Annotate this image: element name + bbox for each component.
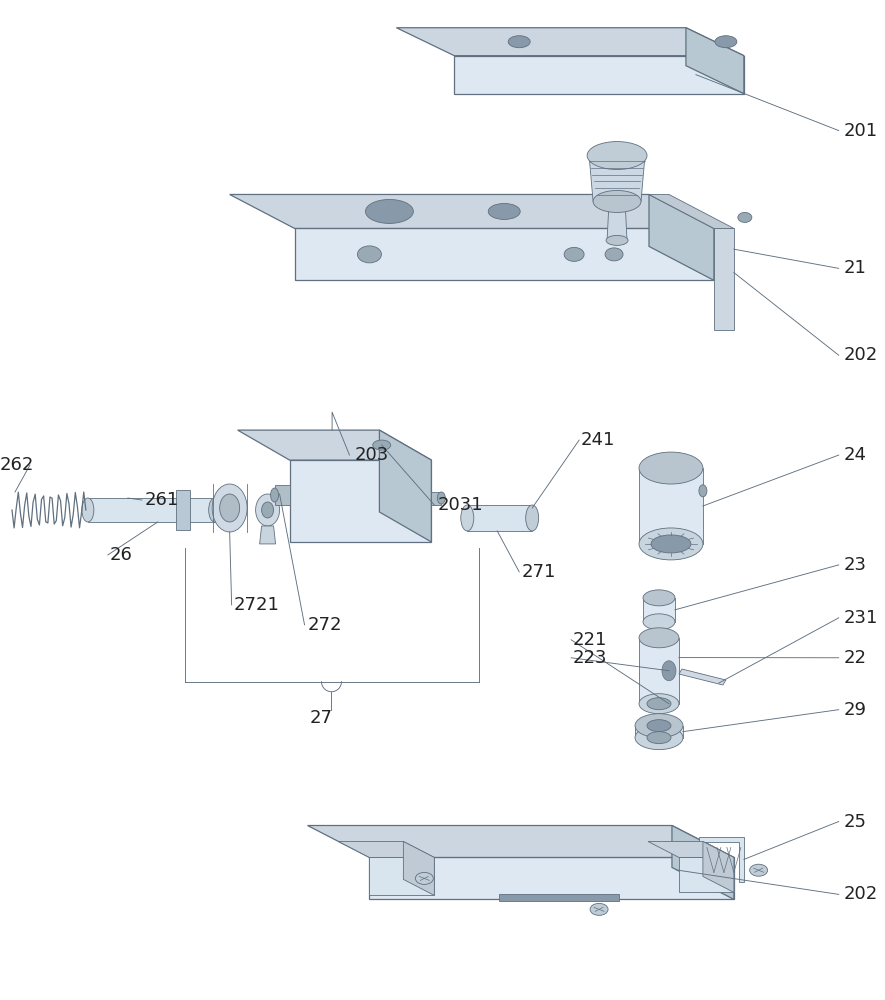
Text: 261: 261 <box>145 491 179 509</box>
Ellipse shape <box>489 203 520 219</box>
Ellipse shape <box>461 505 473 531</box>
Ellipse shape <box>639 628 679 648</box>
Polygon shape <box>686 28 744 94</box>
Ellipse shape <box>738 212 752 222</box>
Ellipse shape <box>662 661 676 681</box>
Ellipse shape <box>373 440 390 450</box>
Polygon shape <box>703 841 734 892</box>
Polygon shape <box>176 490 189 530</box>
Polygon shape <box>369 857 734 899</box>
Text: 223: 223 <box>573 649 608 667</box>
Polygon shape <box>274 485 289 505</box>
Polygon shape <box>229 194 714 228</box>
Text: 24: 24 <box>843 446 866 464</box>
Polygon shape <box>396 28 744 56</box>
Ellipse shape <box>593 190 641 212</box>
Polygon shape <box>259 526 275 544</box>
Ellipse shape <box>651 535 691 553</box>
Polygon shape <box>649 194 734 228</box>
Ellipse shape <box>639 694 679 714</box>
Ellipse shape <box>639 452 703 484</box>
Ellipse shape <box>643 590 675 606</box>
Text: 2721: 2721 <box>234 596 280 614</box>
Polygon shape <box>238 430 431 460</box>
Polygon shape <box>380 430 431 542</box>
Ellipse shape <box>526 505 539 531</box>
Polygon shape <box>639 638 679 704</box>
Ellipse shape <box>219 494 240 522</box>
Text: 272: 272 <box>307 616 342 634</box>
Polygon shape <box>295 228 714 280</box>
Ellipse shape <box>587 142 647 170</box>
Text: 22: 22 <box>843 649 866 667</box>
Ellipse shape <box>647 720 671 732</box>
Text: 262: 262 <box>0 456 35 474</box>
Ellipse shape <box>639 528 703 560</box>
Ellipse shape <box>415 872 434 884</box>
Polygon shape <box>679 857 734 892</box>
Text: 202: 202 <box>843 885 878 903</box>
Text: 202: 202 <box>843 346 878 364</box>
Polygon shape <box>467 505 532 531</box>
Ellipse shape <box>564 247 584 261</box>
Polygon shape <box>431 492 442 505</box>
Polygon shape <box>289 460 431 542</box>
Text: 25: 25 <box>843 813 866 831</box>
Ellipse shape <box>699 485 707 497</box>
Polygon shape <box>679 669 726 685</box>
Text: 271: 271 <box>521 563 556 581</box>
Text: 2031: 2031 <box>437 496 483 514</box>
Ellipse shape <box>212 484 247 532</box>
Ellipse shape <box>358 246 381 263</box>
Polygon shape <box>88 498 215 522</box>
Polygon shape <box>404 841 435 895</box>
Polygon shape <box>307 825 734 857</box>
Ellipse shape <box>262 502 273 518</box>
Ellipse shape <box>366 199 413 223</box>
Ellipse shape <box>605 248 623 261</box>
Ellipse shape <box>437 492 445 504</box>
Polygon shape <box>589 156 645 201</box>
Text: 21: 21 <box>843 259 866 277</box>
Ellipse shape <box>256 494 280 526</box>
Polygon shape <box>338 841 435 857</box>
Polygon shape <box>499 894 619 901</box>
Ellipse shape <box>643 614 675 630</box>
Polygon shape <box>454 56 744 94</box>
Polygon shape <box>699 837 744 882</box>
Ellipse shape <box>82 498 94 522</box>
Ellipse shape <box>647 698 671 710</box>
Polygon shape <box>639 468 703 544</box>
Text: 203: 203 <box>355 446 389 464</box>
Polygon shape <box>672 825 734 899</box>
Ellipse shape <box>508 36 530 48</box>
Ellipse shape <box>209 498 220 522</box>
Polygon shape <box>714 228 734 330</box>
Text: 26: 26 <box>110 546 133 564</box>
Ellipse shape <box>750 864 767 876</box>
Polygon shape <box>649 194 714 280</box>
Text: 221: 221 <box>573 631 607 649</box>
Text: 241: 241 <box>581 431 615 449</box>
Text: 231: 231 <box>843 609 878 627</box>
Polygon shape <box>643 598 675 622</box>
Ellipse shape <box>606 235 628 245</box>
Ellipse shape <box>271 488 279 502</box>
Ellipse shape <box>715 36 737 48</box>
Polygon shape <box>607 201 627 240</box>
Text: 201: 201 <box>843 122 878 140</box>
Ellipse shape <box>590 903 608 915</box>
Polygon shape <box>369 857 435 895</box>
Ellipse shape <box>647 732 671 744</box>
Text: 23: 23 <box>843 556 866 574</box>
Text: 29: 29 <box>843 701 866 719</box>
Text: 27: 27 <box>310 709 333 727</box>
Polygon shape <box>635 726 683 738</box>
Ellipse shape <box>635 714 683 738</box>
Ellipse shape <box>635 726 683 750</box>
Polygon shape <box>648 841 734 857</box>
